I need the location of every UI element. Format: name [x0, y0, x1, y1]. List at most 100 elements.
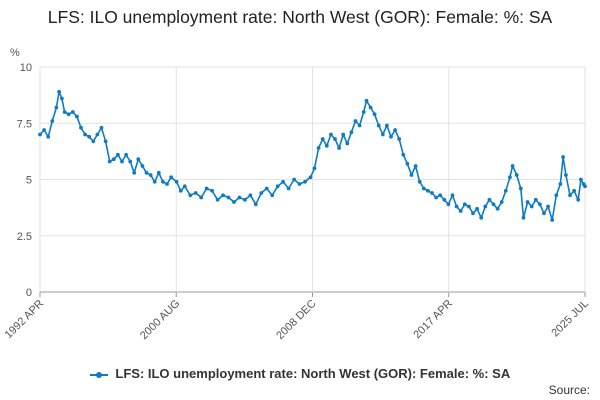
data-point[interactable]	[357, 123, 362, 128]
data-point[interactable]	[161, 179, 165, 184]
legend[interactable]: LFS: ILO unemployment rate: North West (…	[0, 366, 600, 381]
data-point[interactable]	[178, 188, 183, 193]
data-point[interactable]	[471, 211, 475, 216]
data-point[interactable]	[226, 195, 231, 200]
data-point[interactable]	[253, 202, 258, 207]
data-point[interactable]	[345, 141, 350, 146]
data-point[interactable]	[54, 105, 59, 110]
data-point[interactable]	[116, 152, 120, 157]
data-point[interactable]	[397, 137, 402, 141]
data-point[interactable]	[529, 204, 534, 209]
data-point[interactable]	[385, 123, 389, 128]
data-point[interactable]	[525, 200, 530, 204]
data-point[interactable]	[215, 197, 220, 202]
data-point[interactable]	[91, 139, 96, 144]
data-point[interactable]	[99, 125, 104, 130]
data-point[interactable]	[341, 132, 346, 137]
data-point[interactable]	[308, 175, 313, 180]
data-point[interactable]	[124, 152, 128, 157]
data-point[interactable]	[50, 119, 55, 123]
data-point[interactable]	[60, 96, 64, 101]
data-point[interactable]	[83, 132, 87, 137]
data-point[interactable]	[413, 164, 418, 168]
data-point[interactable]	[521, 215, 526, 220]
data-point[interactable]	[380, 132, 385, 137]
data-point[interactable]	[438, 193, 443, 198]
data-point[interactable]	[389, 134, 393, 139]
data-point[interactable]	[144, 170, 149, 175]
data-point[interactable]	[558, 182, 563, 186]
data-point[interactable]	[286, 186, 291, 191]
data-point[interactable]	[79, 125, 83, 130]
data-point[interactable]	[148, 173, 153, 177]
data-point[interactable]	[434, 195, 438, 200]
data-point[interactable]	[518, 186, 523, 191]
data-point[interactable]	[42, 128, 46, 132]
data-point[interactable]	[103, 139, 108, 144]
data-point[interactable]	[199, 195, 204, 200]
data-point[interactable]	[38, 132, 42, 137]
data-point[interactable]	[568, 193, 572, 198]
data-point[interactable]	[232, 200, 236, 204]
data-point[interactable]	[446, 202, 451, 207]
data-point[interactable]	[368, 105, 373, 110]
data-point[interactable]	[107, 159, 112, 164]
data-point[interactable]	[349, 130, 354, 135]
data-point[interactable]	[312, 166, 317, 171]
data-point[interactable]	[237, 195, 242, 200]
data-point[interactable]	[193, 191, 198, 195]
data-point[interactable]	[538, 202, 542, 207]
data-point[interactable]	[550, 218, 555, 222]
data-point[interactable]	[128, 159, 133, 164]
data-point[interactable]	[324, 143, 329, 148]
data-point[interactable]	[467, 204, 471, 209]
data-point[interactable]	[450, 193, 455, 198]
data-point[interactable]	[454, 204, 459, 209]
data-point[interactable]	[329, 132, 333, 137]
data-point[interactable]	[426, 188, 430, 193]
data-point[interactable]	[62, 110, 67, 114]
data-point[interactable]	[561, 155, 565, 159]
data-point[interactable]	[475, 206, 479, 211]
data-point[interactable]	[182, 184, 187, 189]
data-point[interactable]	[66, 112, 71, 117]
data-point[interactable]	[421, 186, 426, 191]
data-point[interactable]	[188, 193, 193, 198]
data-point[interactable]	[401, 152, 406, 157]
data-point[interactable]	[248, 193, 253, 198]
data-point[interactable]	[487, 197, 492, 202]
data-point[interactable]	[442, 197, 447, 202]
data-point[interactable]	[491, 202, 496, 207]
data-point[interactable]	[576, 197, 581, 202]
data-point[interactable]	[546, 204, 550, 209]
data-point[interactable]	[210, 188, 215, 193]
data-point[interactable]	[508, 175, 512, 180]
data-point[interactable]	[243, 197, 247, 202]
data-point[interactable]	[303, 179, 307, 184]
data-point[interactable]	[479, 215, 484, 220]
data-point[interactable]	[70, 110, 75, 114]
data-point[interactable]	[483, 204, 488, 209]
data-point[interactable]	[495, 206, 500, 211]
data-point[interactable]	[499, 200, 504, 204]
data-point[interactable]	[87, 134, 92, 139]
data-point[interactable]	[409, 173, 414, 177]
data-point[interactable]	[462, 202, 467, 207]
data-point[interactable]	[458, 209, 463, 213]
data-point[interactable]	[75, 114, 79, 119]
data-point[interactable]	[405, 161, 410, 166]
data-point[interactable]	[204, 186, 209, 191]
data-point[interactable]	[533, 197, 538, 202]
data-point[interactable]	[297, 182, 302, 186]
data-point[interactable]	[140, 164, 145, 168]
data-point[interactable]	[572, 188, 576, 193]
data-point[interactable]	[393, 128, 397, 132]
data-point[interactable]	[275, 184, 280, 189]
data-point[interactable]	[542, 211, 546, 216]
data-point[interactable]	[564, 173, 568, 177]
data-point[interactable]	[292, 177, 296, 182]
data-point[interactable]	[156, 170, 161, 175]
data-point[interactable]	[554, 193, 559, 198]
data-point[interactable]	[364, 98, 369, 103]
data-point[interactable]	[165, 182, 169, 186]
